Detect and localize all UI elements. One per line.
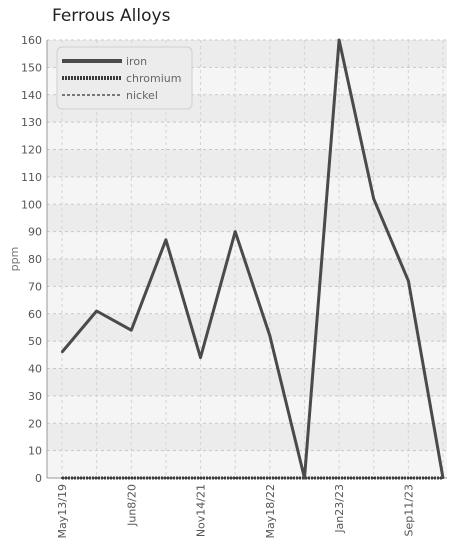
x-tick-label: May13/19 bbox=[56, 484, 69, 538]
data-point-chromium bbox=[268, 477, 271, 479]
series-line-iron bbox=[60, 38, 445, 480]
data-point-iron bbox=[303, 477, 306, 479]
y-tick-label: 10 bbox=[28, 445, 42, 458]
x-tick-label: Jan23/23 bbox=[333, 484, 346, 534]
y-tick-label: 40 bbox=[28, 363, 42, 376]
data-point-chromium bbox=[407, 477, 410, 479]
grid-band bbox=[47, 286, 447, 314]
data-point-iron bbox=[338, 39, 341, 41]
grid-band bbox=[47, 423, 447, 451]
y-tick-label: 160 bbox=[21, 34, 42, 47]
data-point-chromium bbox=[164, 477, 167, 479]
data-point-chromium bbox=[199, 477, 202, 479]
grid-band bbox=[47, 313, 447, 342]
x-tick-label: Nov14/21 bbox=[195, 484, 208, 537]
y-tick-label: 130 bbox=[21, 116, 42, 129]
grid-band bbox=[47, 395, 447, 424]
x-tick-label: Jun8/20 bbox=[125, 484, 138, 527]
y-tick-label: 140 bbox=[21, 89, 42, 102]
data-point-iron bbox=[164, 238, 167, 241]
grid-band bbox=[47, 341, 447, 369]
grid-band bbox=[47, 450, 447, 478]
legend-label-iron: iron bbox=[126, 55, 147, 68]
y-tick-label: 90 bbox=[28, 226, 42, 239]
data-point-chromium bbox=[95, 477, 98, 479]
data-point-chromium bbox=[130, 477, 133, 479]
data-point-iron bbox=[442, 477, 444, 479]
grid-band bbox=[47, 176, 447, 205]
data-point-iron bbox=[372, 197, 375, 200]
chart-title: Ferrous Alloys bbox=[52, 6, 171, 26]
data-point-iron bbox=[130, 329, 133, 332]
y-tick-label: 60 bbox=[28, 308, 42, 321]
x-tick-label: May18/22 bbox=[264, 484, 277, 538]
y-axis-label: ppm bbox=[8, 247, 21, 272]
y-tick-label: 30 bbox=[28, 390, 42, 403]
grid-band bbox=[47, 149, 447, 177]
data-point-iron bbox=[268, 334, 271, 337]
plot-area: 0 10 20 30 40 50 60 70 80 90 100 110 120 130 140 150 160… bbox=[8, 34, 447, 538]
x-tick-label: Sep11/23 bbox=[402, 484, 415, 536]
data-point-chromium bbox=[234, 477, 237, 479]
data-point-iron bbox=[234, 230, 237, 233]
data-point-iron bbox=[199, 356, 202, 359]
legend-label-chromium: chromium bbox=[126, 72, 182, 85]
data-point-chromium bbox=[61, 477, 63, 479]
legend-label-nickel: nickel bbox=[126, 89, 158, 102]
grid-band bbox=[47, 122, 447, 150]
y-tick-label: 100 bbox=[21, 198, 42, 211]
y-tick-label: 150 bbox=[21, 61, 42, 74]
y-tick-label: 110 bbox=[21, 171, 42, 184]
y-tick-label: 0 bbox=[35, 472, 42, 485]
data-point-chromium bbox=[372, 477, 375, 479]
y-tick-label: 70 bbox=[28, 280, 42, 293]
data-point-iron bbox=[407, 279, 410, 282]
data-point-iron bbox=[95, 310, 98, 313]
legend: iron chromium nickel bbox=[56, 46, 193, 110]
y-tick-label: 20 bbox=[28, 417, 42, 430]
grid-band bbox=[47, 368, 447, 396]
data-point-chromium bbox=[338, 477, 341, 479]
grid-band bbox=[47, 231, 447, 259]
data-point-iron bbox=[61, 351, 63, 354]
y-tick-label: 120 bbox=[21, 144, 42, 157]
y-tick-label: 80 bbox=[28, 253, 42, 266]
y-tick-label: 50 bbox=[28, 335, 42, 348]
